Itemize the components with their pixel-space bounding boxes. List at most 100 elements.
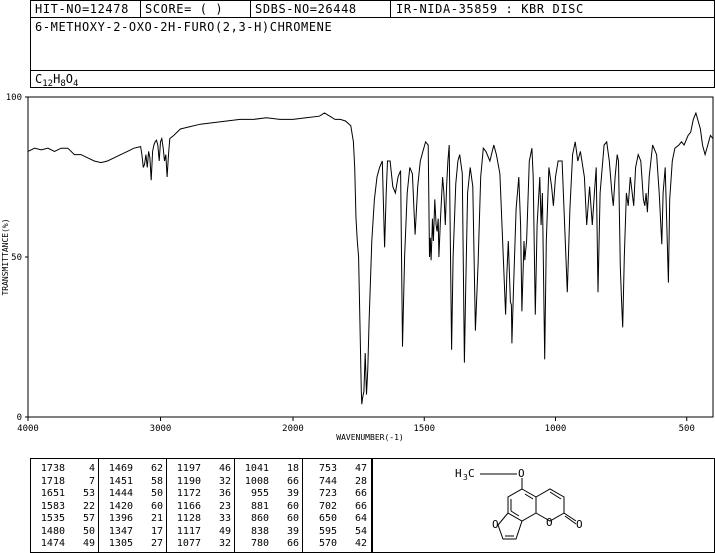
x-tick-label: 2000 bbox=[282, 424, 304, 434]
peak-transmittance: 23 bbox=[218, 500, 231, 512]
peak-wavenumber: 1197 bbox=[176, 463, 201, 474]
peak-wavenumber: 1480 bbox=[40, 525, 65, 537]
x-tick-label: 500 bbox=[679, 424, 695, 434]
peak-wavenumber: 1651 bbox=[40, 488, 65, 499]
peak-wavenumber: 1474 bbox=[40, 538, 65, 549]
peak-wavenumber: 702 bbox=[318, 500, 337, 512]
peak-transmittance: 47 bbox=[354, 463, 367, 474]
peak-transmittance: 39 bbox=[286, 488, 299, 499]
peak-transmittance: 66 bbox=[354, 500, 367, 512]
peak-transmittance: 66 bbox=[354, 488, 367, 499]
peak-transmittance: 53 bbox=[82, 488, 95, 499]
peak-transmittance: 27 bbox=[150, 538, 163, 549]
peak-wavenumber: 838 bbox=[250, 525, 269, 537]
header-formula-divider bbox=[30, 70, 715, 71]
peak-wavenumber: 955 bbox=[250, 488, 269, 499]
x-tick-label: 1500 bbox=[413, 424, 435, 434]
ir-code: IR-NIDA-35859 : KBR DISC bbox=[396, 2, 584, 16]
peak-transmittance: 36 bbox=[218, 488, 231, 499]
peak-wavenumber: 1008 bbox=[244, 475, 269, 487]
peak-wavenumber: 860 bbox=[250, 513, 269, 524]
methyl-h: H bbox=[455, 467, 462, 480]
peak-transmittance: 46 bbox=[218, 463, 231, 474]
peak-transmittance: 62 bbox=[150, 463, 163, 474]
x-tick-label: 3000 bbox=[150, 424, 172, 434]
peak-table-col-divider bbox=[98, 458, 99, 553]
carbonyl-o: O bbox=[576, 518, 583, 531]
peak-wavenumber: 1128 bbox=[176, 513, 201, 524]
score: SCORE= ( ) bbox=[145, 2, 224, 16]
peak-transmittance: 50 bbox=[82, 525, 95, 537]
y-axis: 100 50 0 bbox=[6, 93, 28, 423]
peak-wavenumber: 1469 bbox=[108, 463, 133, 474]
peak-transmittance: 42 bbox=[354, 538, 367, 549]
peak-transmittance: 18 bbox=[286, 463, 299, 474]
pyranone-double-bond bbox=[549, 491, 562, 500]
peak-wavenumber: 1583 bbox=[40, 500, 65, 512]
peak-wavenumber: 1347 bbox=[108, 525, 133, 537]
x-tick-label: 4000 bbox=[17, 424, 39, 434]
furan-ring bbox=[497, 512, 523, 540]
peak-wavenumber: 1305 bbox=[108, 538, 133, 549]
hit-number: HIT-NO=12478 bbox=[35, 2, 129, 16]
peak-transmittance: 57 bbox=[82, 513, 95, 524]
peak-transmittance: 39 bbox=[286, 525, 299, 537]
y-axis-label: TRANSMITTANCE(%) bbox=[1, 218, 10, 295]
y-tick-label: 0 bbox=[17, 413, 22, 423]
spectrum-line bbox=[27, 111, 714, 405]
peak-wavenumber: 570 bbox=[318, 538, 337, 549]
peak-wavenumber: 650 bbox=[318, 513, 337, 524]
peak-wavenumber: 1738 bbox=[40, 463, 65, 474]
peak-wavenumber: 1718 bbox=[40, 475, 65, 487]
formula-o-sub: 4 bbox=[72, 79, 79, 89]
peak-wavenumber: 881 bbox=[250, 500, 269, 512]
peak-transmittance: 60 bbox=[286, 513, 299, 524]
peak-transmittance: 32 bbox=[218, 475, 231, 487]
peak-wavenumber: 1172 bbox=[176, 488, 201, 499]
ring-o-furan: O bbox=[492, 518, 499, 531]
peak-transmittance: 50 bbox=[150, 488, 163, 499]
peak-table-col-divider bbox=[166, 458, 167, 553]
methyl-sub: 3 bbox=[463, 473, 468, 482]
peak-wavenumber: 744 bbox=[318, 475, 337, 487]
peak-transmittance: 32 bbox=[218, 538, 231, 549]
methyl-c: C bbox=[468, 467, 475, 480]
peak-transmittance: 17 bbox=[150, 525, 163, 537]
carbonyl-bond-b bbox=[564, 515, 577, 525]
peak-transmittance: 64 bbox=[354, 513, 367, 524]
peak-transmittance: 66 bbox=[286, 475, 299, 487]
benzene-double-bond-1 bbox=[524, 493, 534, 500]
header-row-divider bbox=[30, 17, 715, 18]
peak-transmittance: 66 bbox=[286, 538, 299, 549]
pyranone-ring bbox=[535, 488, 565, 522]
plot-frame bbox=[27, 96, 714, 418]
ring-o-pyran: O bbox=[546, 516, 553, 529]
peak-wavenumber: 1444 bbox=[108, 488, 133, 499]
compound-name: 6-METHOXY-2-OXO-2H-FURO(2,3-H)CHROMENE bbox=[35, 20, 333, 34]
peak-wavenumber: 1077 bbox=[176, 538, 201, 549]
x-axis-label: WAVENUMBER(-1) bbox=[336, 433, 403, 442]
peak-wavenumber: 595 bbox=[318, 525, 337, 537]
peak-transmittance: 4 bbox=[88, 463, 95, 474]
peak-wavenumber: 1166 bbox=[176, 500, 201, 512]
header-col-divider-1 bbox=[140, 0, 141, 17]
benzene-double-bond-2 bbox=[510, 510, 520, 517]
chemical-structure: H 3 C O O O O bbox=[455, 467, 583, 540]
y-tick-label: 50 bbox=[11, 253, 22, 263]
formula-h: H bbox=[53, 72, 61, 86]
formula-h-sub: 8 bbox=[60, 79, 66, 89]
carbonyl-bond-a bbox=[563, 512, 577, 522]
formula-c-sub: 12 bbox=[42, 79, 54, 89]
formula-o: O bbox=[65, 72, 73, 86]
peak-transmittance: 21 bbox=[150, 513, 163, 524]
methoxy-o: O bbox=[518, 467, 525, 480]
peak-transmittance: 58 bbox=[150, 475, 163, 487]
y-tick-label: 100 bbox=[6, 93, 22, 103]
peak-wavenumber: 753 bbox=[318, 463, 337, 474]
header-col-divider-3 bbox=[390, 0, 391, 17]
peak-wavenumber: 1041 bbox=[244, 463, 269, 474]
peak-transmittance: 49 bbox=[218, 525, 231, 537]
peak-wavenumber: 1451 bbox=[108, 475, 133, 487]
x-axis: 4000 3000 2000 1500 1000 500 bbox=[17, 417, 695, 434]
